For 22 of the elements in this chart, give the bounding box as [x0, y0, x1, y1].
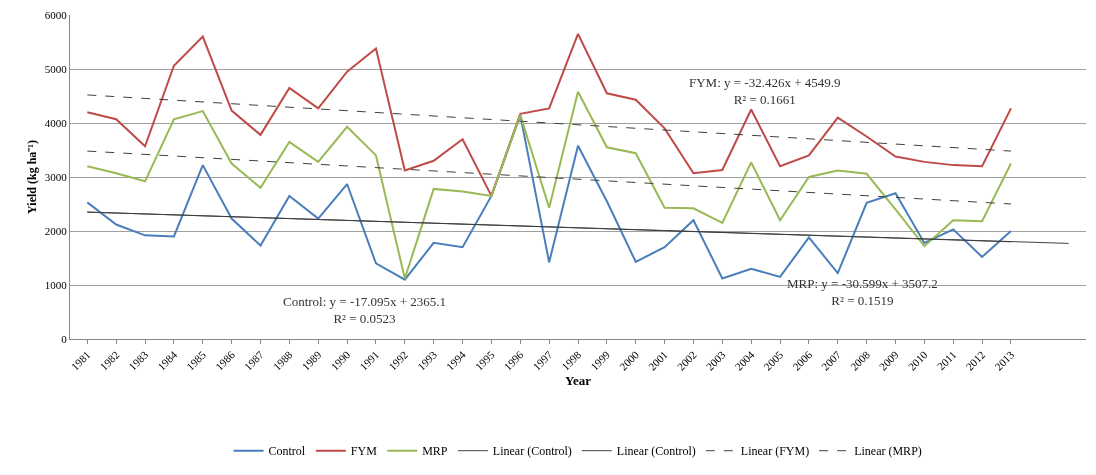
x-tick-label: 1983 [126, 348, 151, 373]
x-tick-label: 1991 [357, 348, 382, 373]
legend-label: MRP [422, 444, 448, 459]
legend-label: Linear (FYM) [740, 444, 810, 459]
legend-label: Control [268, 444, 306, 459]
y-tick-label: 2000 [44, 224, 68, 237]
x-tick-label: 1992 [386, 348, 411, 373]
annotation: FYM: y = -32.426x + 4549.9 R² = 0.1661 [689, 75, 841, 107]
legend-label: Linear (Control) [616, 444, 696, 459]
annotation: MRP: y = -30.599x + 3507.2 R² = 0.1519 [787, 276, 938, 308]
y-tick-label: 3000 [44, 170, 68, 183]
x-axis-title: Year [565, 373, 592, 389]
legend-label: Linear (MRP) [854, 444, 922, 459]
annotation: Control: y = -17.095x + 2365.1 R² = 0.0523 [283, 294, 447, 326]
y-tick-label: 4000 [44, 116, 68, 129]
y-tick-label: 6000 [44, 8, 68, 21]
legend-label: FYM [350, 444, 378, 459]
y-tick-label: 1000 [44, 278, 68, 291]
legend-label: Linear (Control) [492, 444, 572, 459]
y-axis-title: Yield (kg ha⁻¹) [25, 140, 39, 214]
y-tick-label: 0 [61, 332, 68, 345]
y-tick-label: 5000 [44, 62, 68, 75]
